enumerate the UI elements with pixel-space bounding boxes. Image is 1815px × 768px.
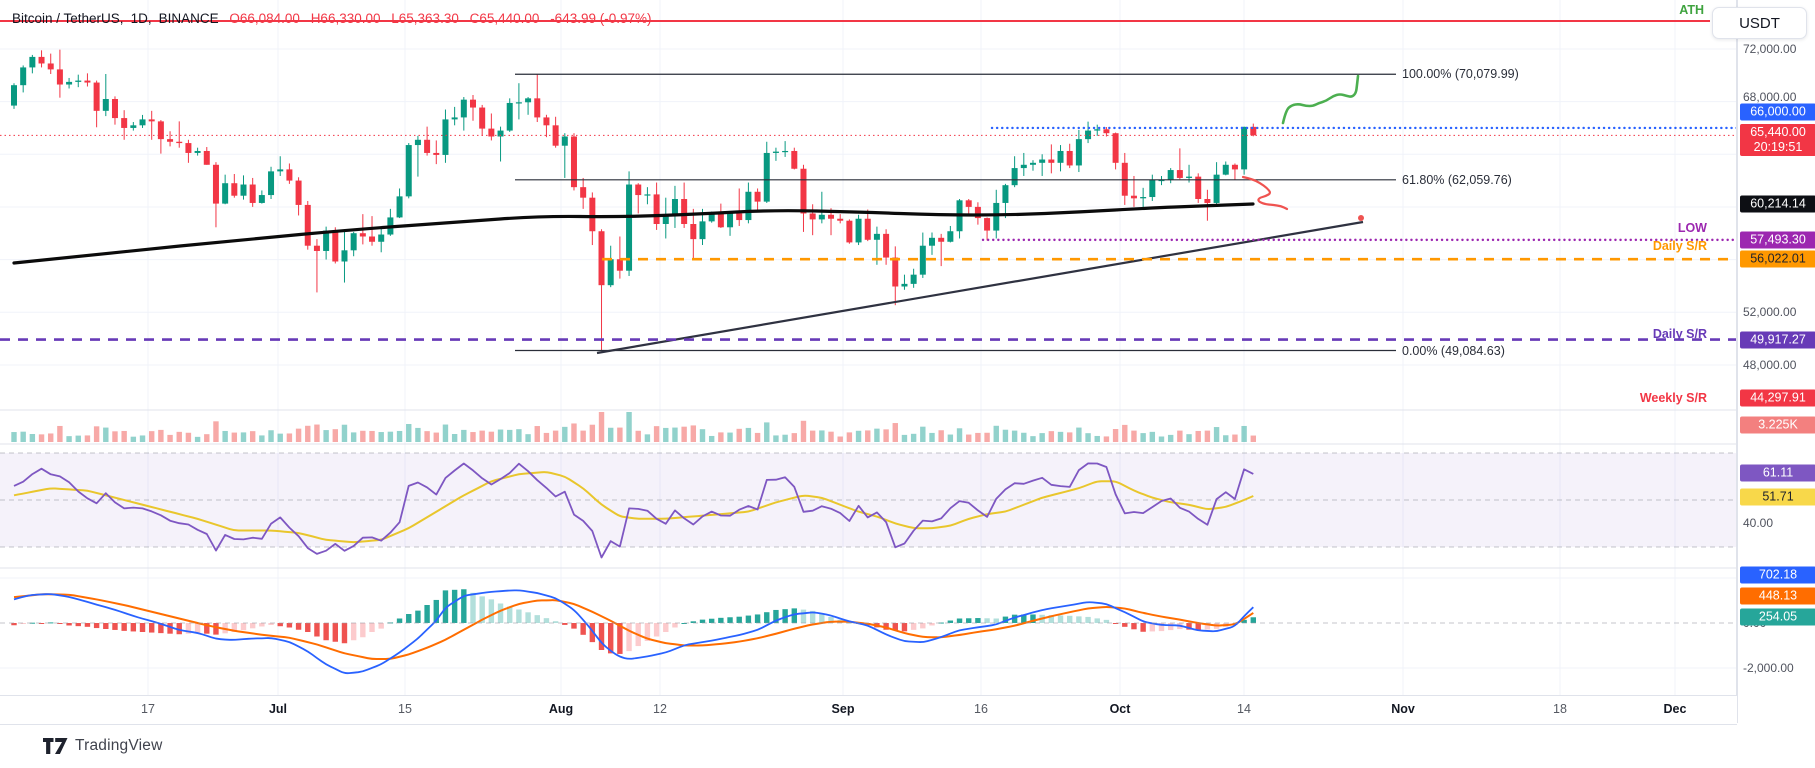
time-tick: Oct (1109, 702, 1131, 716)
price-tick: 48,000.00 (1743, 358, 1797, 372)
symbol-legend: Bitcoin / TetherUS, 1D, BINANCE O66,084.00… (12, 11, 659, 26)
sr-level-label: Daily S/R (1652, 327, 1707, 341)
tradingview-logo-text: TradingView (75, 737, 163, 754)
price-label-badge: 61.11 (1740, 464, 1815, 482)
ath-label: ATH (1679, 3, 1704, 17)
time-tick: 16 (974, 702, 988, 716)
ohlc-high: H66,330.00 (310, 11, 381, 26)
price-label-badge: 57,493.30 (1740, 231, 1815, 249)
ohlc-open: O66,084.00 (229, 11, 300, 26)
time-tick: Sep (831, 702, 855, 716)
chart-canvas[interactable] (0, 0, 1737, 723)
currency-toggle-button[interactable]: USDT (1712, 7, 1807, 39)
ohlc-close: C65,440.00 (469, 11, 540, 26)
price-tick: 68,000.00 (1743, 90, 1797, 104)
price-label-badge: 44,297.91 (1740, 389, 1815, 407)
price-axis[interactable]: 72,000.00 68,000.00 52,000.00 48,000.00 40.0… (1737, 0, 1815, 723)
time-axis[interactable]: 17 Jul 15 Aug 12 Sep 16 Oct 14 Nov 18 Dec (0, 695, 1737, 725)
fib-level-label: 100.00% (70,079.99) (1402, 67, 1519, 82)
time-tick: 17 (141, 702, 155, 716)
price-tick: 40.00 (1743, 516, 1774, 530)
fib-level-label: 61.80% (62,059.76) (1402, 172, 1512, 187)
time-tick: 14 (1237, 702, 1251, 716)
interval-label[interactable]: 1D, (130, 11, 152, 26)
sr-level-label: Weekly S/R (1639, 391, 1707, 405)
time-tick: Jul (268, 702, 288, 716)
fib-level-label: 0.00% (49,084.63) (1402, 343, 1505, 358)
time-tick: Dec (1663, 702, 1687, 716)
price-label-badge: 3.225K (1740, 416, 1815, 434)
price-label-badge: 49,917.27 (1740, 331, 1815, 349)
time-tick: 12 (653, 702, 667, 716)
ath-price-line (0, 20, 1710, 22)
price-label-badge: 51.71 (1740, 488, 1815, 506)
change-value: -643.99 (-0.97%) (550, 11, 652, 26)
price-label-badge: 60,214.14 (1740, 195, 1815, 213)
exchange-label[interactable]: BINANCE (158, 11, 219, 26)
countdown-timer: 20:19:51 (1753, 140, 1803, 154)
price-label-badge: 65,440.00 20:19:51 (1740, 124, 1815, 156)
price-tick: -2,000.00 (1743, 661, 1794, 675)
tradingview-logo-icon (43, 737, 68, 754)
price-label-badge: 702.18 (1740, 566, 1815, 584)
price-tick: 52,000.00 (1743, 305, 1797, 319)
price-tick: 72,000.00 (1743, 42, 1797, 56)
price-label-badge: 66,000.00 (1740, 103, 1815, 121)
sr-level-label: Daily S/R (1652, 239, 1707, 253)
sr-level-label: LOW (1677, 221, 1707, 235)
symbol-name[interactable]: Bitcoin / TetherUS, (12, 11, 124, 26)
tradingview-watermark[interactable]: TradingView (43, 737, 163, 755)
time-tick: 18 (1553, 702, 1567, 716)
price-label-badge: 254.05 (1740, 608, 1815, 626)
time-tick: Nov (1391, 702, 1415, 716)
time-tick: Aug (548, 702, 574, 716)
time-tick: 15 (398, 702, 412, 716)
price-label-badge: 56,022.01 (1740, 250, 1815, 268)
ohlc-low: L65,363.30 (391, 11, 459, 26)
price-label-badge: 448.13 (1740, 587, 1815, 605)
